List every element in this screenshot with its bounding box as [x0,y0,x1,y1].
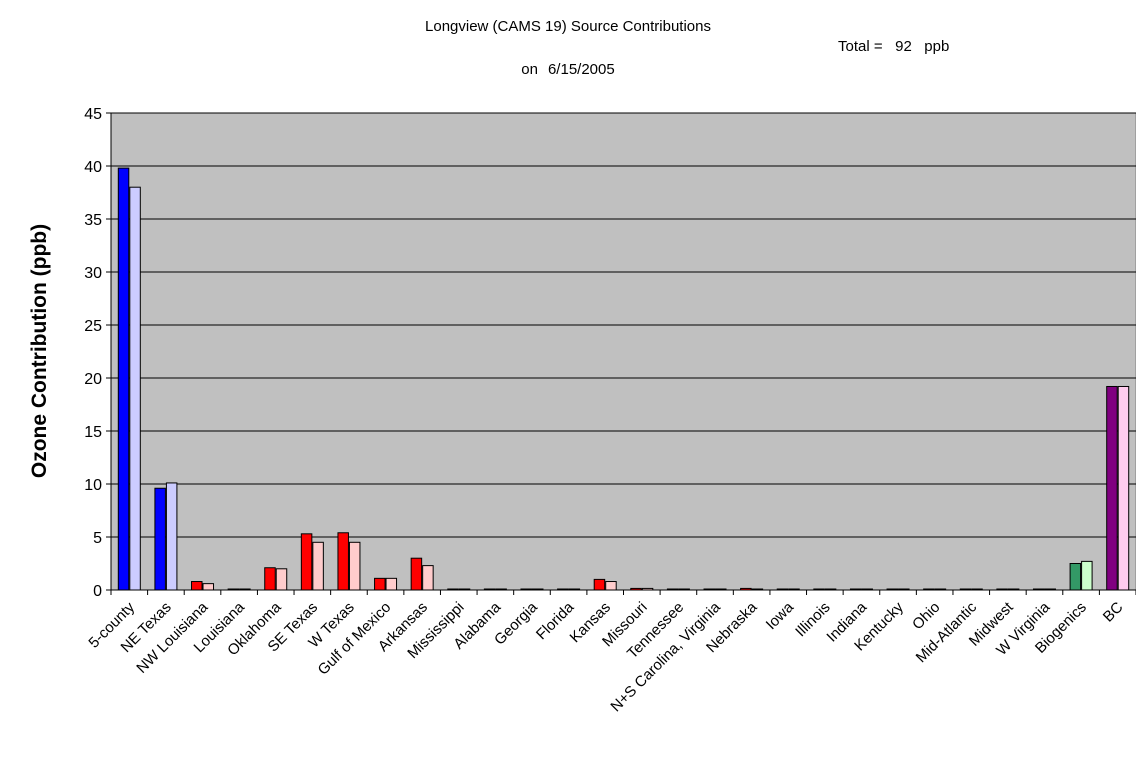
bar-series2 [129,186,141,591]
bar-series2 [348,541,361,591]
bar-series1 [191,581,203,591]
y-tick-labels: 0 5 10 15 20 25 30 35 40 45 [84,106,102,600]
bar-series1 [154,487,166,591]
y-tick-label: 10 [84,477,102,494]
bar-series1 [300,533,313,591]
bar-series1 [264,567,276,591]
x-tick-label: BC [1100,599,1127,626]
y-tick-label: 30 [84,265,102,282]
bar-series2 [165,482,178,591]
y-tick-label: 40 [84,159,102,176]
bar-series2 [605,581,617,591]
bar-series1 [117,167,130,591]
y-tick-label: 35 [84,212,102,229]
y-tick-label: 45 [84,106,102,123]
subtitle-prefix: on [521,61,538,78]
bar-series2 [312,541,324,591]
bar-series1 [593,578,606,591]
bar-series2 [202,583,215,591]
bar-series2 [385,577,398,591]
bar-series1 [1069,563,1082,591]
axes [106,112,1136,595]
y-tick-label: 5 [93,530,102,547]
bar-series2 [1081,560,1093,591]
plot-area [110,112,1136,591]
bar-series1 [374,577,386,591]
y-tick-label: 25 [84,318,102,335]
bar-series1 [337,532,349,591]
total-label: Total = 92 ppb [838,38,950,55]
chart-subtitle: on 6/15/2005 [0,61,1136,78]
gridlines [111,112,1136,538]
chart-title: Longview (CAMS 19) Source Contributions [425,18,711,35]
y-tick-label: 15 [84,424,102,441]
bar-series1 [1106,385,1118,591]
bar-series2 [422,565,434,591]
subtitle-date: 6/15/2005 [547,61,615,78]
y-tick-label: 0 [93,583,102,600]
bars [117,167,1130,591]
y-tick-label: 20 [84,371,102,388]
bar-series1 [410,557,423,591]
bar-series2 [275,568,288,591]
bar-series2 [1117,385,1130,591]
